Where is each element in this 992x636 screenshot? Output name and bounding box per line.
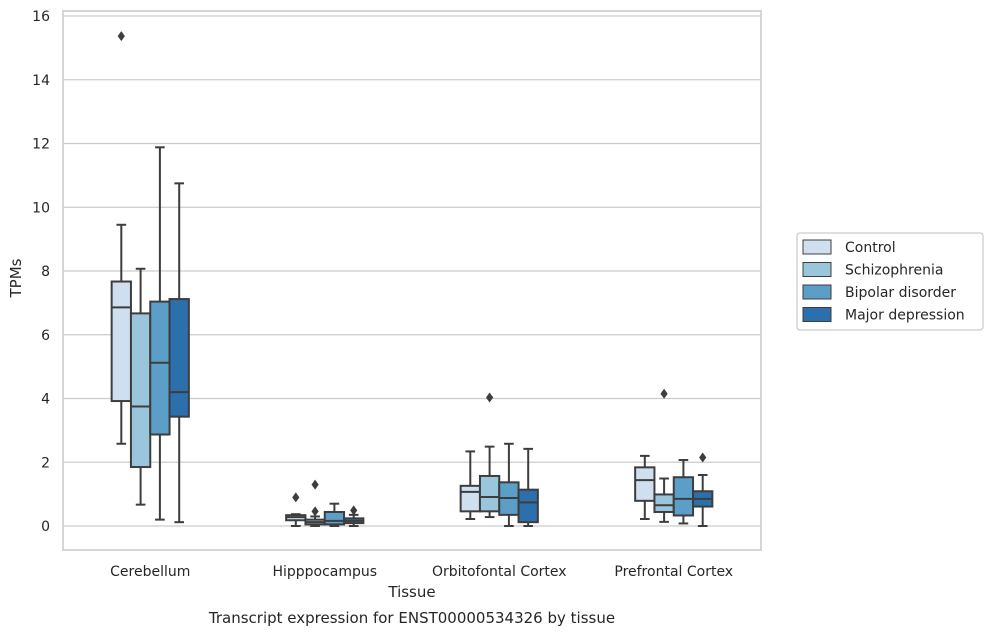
outlier-point <box>660 388 668 399</box>
figure-caption: Transcript expression for ENST0000053432… <box>208 609 615 627</box>
outlier-point <box>292 492 300 503</box>
legend-label: Major depression <box>845 308 965 324</box>
box-1-3 <box>343 505 365 527</box>
plot-area-frame <box>62 10 762 551</box>
box-1-1 <box>304 479 326 527</box>
box-iqr <box>672 476 695 517</box>
box-iqr <box>168 298 190 418</box>
y-tick-label: 14 <box>32 73 50 89</box>
y-axis-label: TPMs <box>7 258 25 298</box>
outlier-point <box>486 392 494 403</box>
outlier-point <box>117 31 125 42</box>
x-tick-label: Prefrontal Cortex <box>614 564 733 580</box>
y-tick-label: 4 <box>41 392 50 408</box>
x-tick-label: Orbitofontal Cortex <box>432 564 567 580</box>
grid-lines <box>63 15 761 527</box>
legend: Control Schizophrenia Bipolar disorder Majo… <box>796 232 984 331</box>
legend-label: Control <box>845 240 896 256</box>
box-3-3 <box>692 452 714 527</box>
legend-label: Schizophrenia <box>845 263 943 279</box>
legend-swatch <box>802 307 832 322</box>
y-tick-label: 8 <box>41 264 50 280</box>
box-2-3 <box>517 447 539 527</box>
legend-label: Bipolar disorder <box>845 285 956 301</box>
legend-swatch <box>802 239 832 255</box>
box-3-2 <box>672 459 695 525</box>
outlier-point <box>311 479 319 490</box>
y-tick-label: 10 <box>32 200 50 216</box>
y-tick-label: 2 <box>41 455 50 471</box>
legend-swatch <box>802 262 832 277</box>
box-2-0 <box>459 450 481 520</box>
legend-swatch <box>802 284 832 300</box>
outlier-point <box>350 505 358 516</box>
y-tick-label: 12 <box>32 137 50 153</box>
x-axis-label: Tissue <box>387 583 435 601</box>
y-tick-label: 6 <box>41 328 50 344</box>
box-iqr <box>323 510 346 526</box>
y-tick-label: 16 <box>32 9 50 25</box>
box-1-0 <box>285 492 307 527</box>
box-iqr <box>110 280 132 403</box>
legend-frame <box>796 232 984 331</box>
x-tick-label: Cerebellum <box>110 564 190 580</box>
box-2-1 <box>478 392 501 519</box>
x-tick-label: Hipppocampus <box>272 564 377 580</box>
box-iqr <box>634 466 656 502</box>
box-iqr <box>149 300 171 436</box>
box-3-0 <box>634 454 656 520</box>
y-axis-ticks: 0 2 4 6 8 10 12 14 16 <box>32 9 50 535</box>
y-tick-label: 0 <box>41 519 50 535</box>
box-iqr <box>129 312 152 469</box>
outlier-point <box>699 452 707 463</box>
box-iqr <box>459 484 481 513</box>
box-0-3 <box>168 182 190 524</box>
x-axis-ticks: Cerebellum Hipppocampus Orbitofontal Corte… <box>110 564 733 580</box>
box-0-0 <box>110 31 132 445</box>
box-iqr <box>478 474 501 513</box>
box-groups <box>110 31 714 527</box>
box-2-2 <box>498 442 520 527</box>
box-0-2 <box>149 146 171 521</box>
box-1-2 <box>323 502 346 527</box>
box-iqr <box>653 493 675 513</box>
outlier-point <box>311 506 319 517</box>
box-3-1 <box>653 388 675 523</box>
box-0-1 <box>129 267 152 506</box>
box-iqr <box>517 488 539 524</box>
